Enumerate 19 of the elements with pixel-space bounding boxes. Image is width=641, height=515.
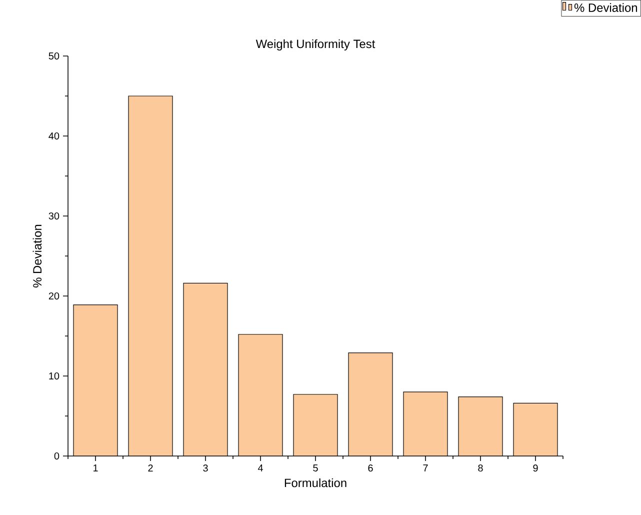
x-axis-title: Formulation: [284, 478, 346, 488]
y-tick-label: 50: [48, 52, 60, 60]
x-tick-label: 5: [313, 464, 318, 472]
x-tick-label: 3: [203, 464, 208, 472]
x-tick-label: 7: [423, 464, 428, 472]
y-axis-title: % Deviation: [32, 224, 42, 288]
y-tick-label: 30: [48, 212, 60, 220]
y-tick-label: 40: [48, 132, 60, 140]
chart-title: Weight Uniformity Test: [256, 39, 376, 50]
y-tick-label: 10: [49, 372, 60, 380]
x-tick-label: 4: [258, 464, 263, 472]
x-tick-label: 6: [368, 464, 373, 472]
legend-label: % Deviation: [574, 3, 638, 12]
x-tick-label: 8: [478, 464, 483, 472]
y-tick-label: 0: [54, 452, 60, 460]
x-tick-label: 2: [148, 464, 153, 472]
y-tick-label: 20: [48, 292, 60, 300]
x-tick-label: 9: [533, 464, 538, 472]
x-tick-label: 1: [94, 464, 98, 472]
